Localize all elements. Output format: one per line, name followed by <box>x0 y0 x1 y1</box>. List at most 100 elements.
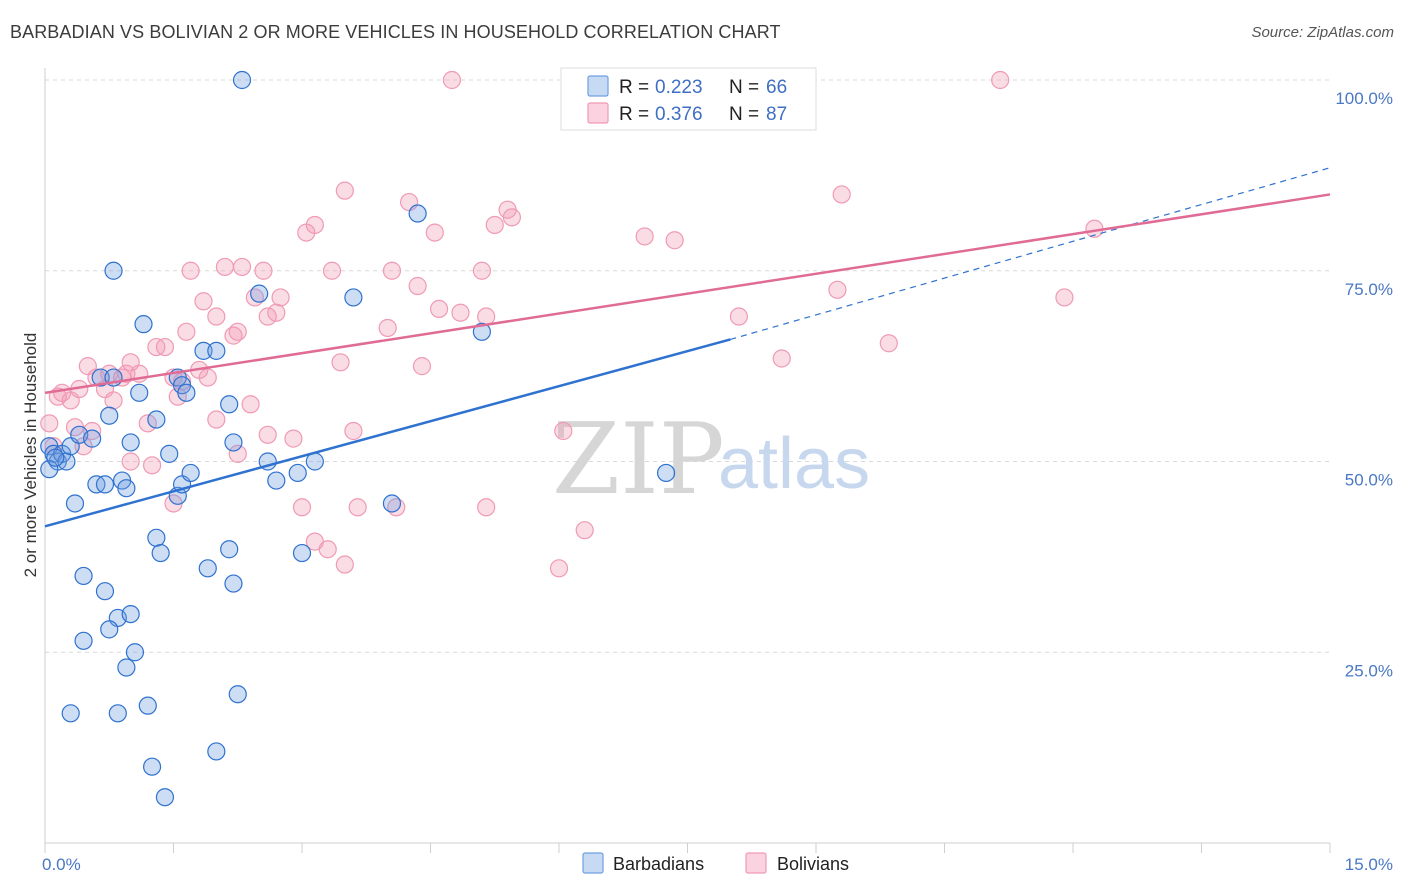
legend-r-label: R = <box>619 77 649 98</box>
scatter-point <box>40 460 59 479</box>
scatter-point <box>46 448 65 467</box>
y-tick-label: 100.0% <box>1335 89 1393 108</box>
scatter-point <box>729 307 749 326</box>
x-tick-label-max: 15.0% <box>1345 855 1393 874</box>
scatter-point <box>224 574 243 593</box>
scatter-point <box>271 288 290 307</box>
scatter-point <box>207 307 226 326</box>
barbadian-points <box>40 70 676 807</box>
scatter-point <box>292 498 312 517</box>
scatter-point <box>1055 288 1074 307</box>
legend-swatch-barbadian <box>587 75 609 97</box>
scatter-point <box>181 261 200 280</box>
y-tick-label: 50.0% <box>1345 471 1393 490</box>
scatter-point <box>656 463 676 483</box>
legend-n-label: N = <box>729 77 759 98</box>
y-tick-label: 75.0% <box>1345 280 1393 299</box>
scatter-point <box>665 231 684 250</box>
scatter-point <box>250 284 269 303</box>
scatter-point <box>155 788 175 807</box>
scatter-point <box>130 383 149 402</box>
scatter-point <box>241 395 260 414</box>
scatter-point <box>65 494 85 513</box>
scatter-point <box>348 498 367 517</box>
scatter-point <box>335 181 354 200</box>
scatter-point <box>121 433 140 452</box>
scatter-point <box>288 463 307 483</box>
scatter-point <box>429 299 449 318</box>
scatter-point <box>194 341 213 360</box>
scatter-point <box>117 479 136 498</box>
scatter-point <box>292 543 312 563</box>
scatter-point <box>382 261 402 280</box>
scatter-point <box>40 414 59 433</box>
scatter-point <box>220 395 239 414</box>
scatter-point <box>194 292 213 311</box>
scatter-point <box>228 444 247 463</box>
scatter-point <box>442 70 462 90</box>
legend-n-barbadian: 66 <box>766 77 787 98</box>
scatter-point <box>554 421 573 441</box>
watermark-atlas: atlas <box>718 424 870 504</box>
x-tick-label-min: 0.0% <box>42 855 81 874</box>
scatter-point <box>61 704 80 723</box>
scatter-point <box>322 261 342 280</box>
scatter-point <box>138 696 157 715</box>
scatter-point <box>104 391 123 410</box>
scatter-point <box>147 410 166 429</box>
y-tick-labels: 25.0% 50.0% 75.0% 100.0% <box>1335 89 1393 680</box>
legend: R = 0.223 N = 66 R = 0.376 N = 87 <box>560 67 817 131</box>
legend-r-barbadian: 0.223 <box>655 77 703 98</box>
scatter-point <box>220 540 239 559</box>
scatter-point <box>224 433 243 452</box>
scatter-point <box>635 227 654 246</box>
scatter-point <box>215 257 234 277</box>
scatter-point <box>100 406 119 425</box>
scatter-point <box>74 631 93 650</box>
bottom-legend: Barbadians Bolivians <box>582 852 849 874</box>
scatter-point <box>267 471 286 490</box>
scatter-point <box>344 288 363 307</box>
scatter-point <box>142 456 162 475</box>
scatter-point <box>258 425 277 444</box>
scatter-point <box>879 334 898 353</box>
scatter-point <box>232 257 252 277</box>
scatter-point <box>177 383 196 402</box>
watermark: ZIP atlas <box>552 403 870 517</box>
scatter-point <box>267 303 286 322</box>
barbadian-trend-line <box>44 338 731 528</box>
scatter-point <box>425 223 444 242</box>
scatter-point <box>121 604 140 624</box>
scatter-point <box>412 357 432 376</box>
scatter-point <box>100 620 119 639</box>
scatter-point <box>335 555 354 574</box>
x-tick-labels: 0.0% 15.0% <box>42 855 1393 874</box>
scatter-point <box>134 315 153 334</box>
scatter-point <box>207 341 226 360</box>
scatter-point <box>772 349 791 368</box>
scatter-point <box>121 452 140 471</box>
scatter-point <box>477 498 496 517</box>
scatter-point <box>138 414 157 433</box>
scatter-point <box>147 528 166 547</box>
scatter-point <box>382 494 402 513</box>
scatter-point <box>378 318 397 338</box>
scatter-point <box>151 543 170 563</box>
watermark-zip: ZIP <box>552 403 725 517</box>
scatter-point <box>125 643 145 662</box>
bolivian-trend-line <box>44 193 1331 395</box>
scatter-point <box>74 566 93 586</box>
scatter-point <box>142 757 162 776</box>
scatter-point <box>408 276 427 296</box>
scatter-point <box>198 559 217 578</box>
scatter-point <box>344 421 363 441</box>
scatter-point <box>991 70 1010 90</box>
scatter-point <box>177 322 196 341</box>
scatter-point <box>477 307 496 326</box>
scatter-point <box>331 353 350 372</box>
scatter-point <box>198 368 217 387</box>
legend-n-bolivian: 87 <box>766 104 787 125</box>
scatter-point <box>472 322 491 341</box>
scatter-point <box>832 185 851 204</box>
